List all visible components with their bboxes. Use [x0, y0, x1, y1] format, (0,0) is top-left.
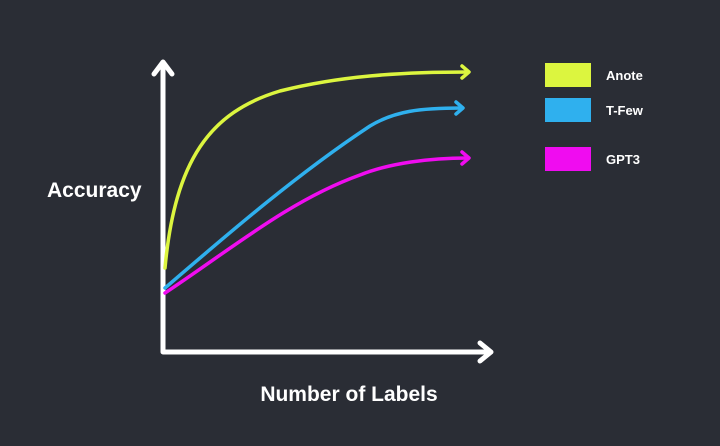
legend-label: T-Few — [606, 103, 644, 118]
x-arrowhead — [477, 340, 494, 364]
curve — [163, 70, 470, 270]
x-axis-label: Number of Labels — [260, 383, 437, 406]
axes — [151, 59, 494, 364]
curves — [163, 64, 471, 295]
y-axis-label: Accuracy — [47, 179, 142, 202]
legend-swatch — [545, 63, 591, 87]
curve — [163, 106, 464, 290]
curve-arrowhead — [454, 100, 465, 116]
curve-arrowhead — [460, 150, 471, 166]
legend-swatch — [545, 98, 591, 122]
legend-label: Anote — [606, 68, 643, 83]
curve — [163, 156, 470, 295]
legend: Anote T-Few GPT3 — [545, 63, 644, 171]
legend-label: GPT3 — [606, 152, 640, 167]
y-arrowhead — [151, 59, 175, 77]
axis-lines — [160, 62, 491, 355]
curve-arrowhead — [460, 64, 471, 80]
legend-swatch — [545, 147, 591, 171]
